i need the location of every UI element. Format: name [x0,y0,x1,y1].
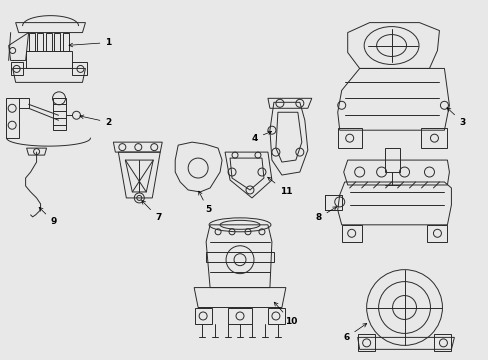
Text: 1: 1 [69,38,111,47]
Text: 8: 8 [315,207,336,222]
Text: 11: 11 [267,177,292,197]
Text: 2: 2 [80,115,111,127]
Text: 7: 7 [142,201,162,222]
Text: 6: 6 [343,324,366,342]
Text: 3: 3 [446,108,465,127]
Text: 4: 4 [251,131,271,143]
Text: 5: 5 [198,191,211,215]
Text: 10: 10 [274,302,297,326]
Text: 9: 9 [39,207,57,226]
